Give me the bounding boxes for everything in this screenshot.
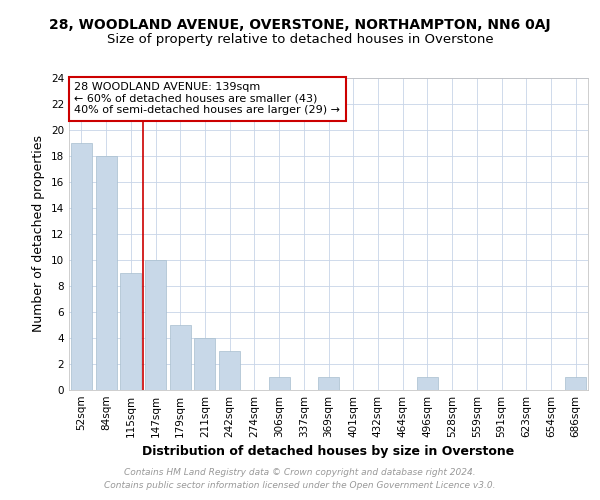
- Bar: [417, 377, 438, 390]
- Text: 28, WOODLAND AVENUE, OVERSTONE, NORTHAMPTON, NN6 0AJ: 28, WOODLAND AVENUE, OVERSTONE, NORTHAMP…: [49, 18, 551, 32]
- Text: 28 WOODLAND AVENUE: 139sqm
← 60% of detached houses are smaller (43)
40% of semi: 28 WOODLAND AVENUE: 139sqm ← 60% of deta…: [74, 82, 340, 116]
- Bar: [120, 273, 141, 390]
- Bar: [565, 377, 586, 390]
- Text: Contains HM Land Registry data © Crown copyright and database right 2024.: Contains HM Land Registry data © Crown c…: [124, 468, 476, 477]
- Bar: [170, 325, 191, 390]
- Bar: [194, 338, 215, 390]
- Bar: [318, 377, 339, 390]
- Bar: [269, 377, 290, 390]
- Bar: [71, 142, 92, 390]
- Y-axis label: Number of detached properties: Number of detached properties: [32, 135, 46, 332]
- X-axis label: Distribution of detached houses by size in Overstone: Distribution of detached houses by size …: [142, 446, 515, 458]
- Text: Contains public sector information licensed under the Open Government Licence v3: Contains public sector information licen…: [104, 480, 496, 490]
- Bar: [95, 156, 116, 390]
- Text: Size of property relative to detached houses in Overstone: Size of property relative to detached ho…: [107, 32, 493, 46]
- Bar: [219, 351, 240, 390]
- Bar: [145, 260, 166, 390]
